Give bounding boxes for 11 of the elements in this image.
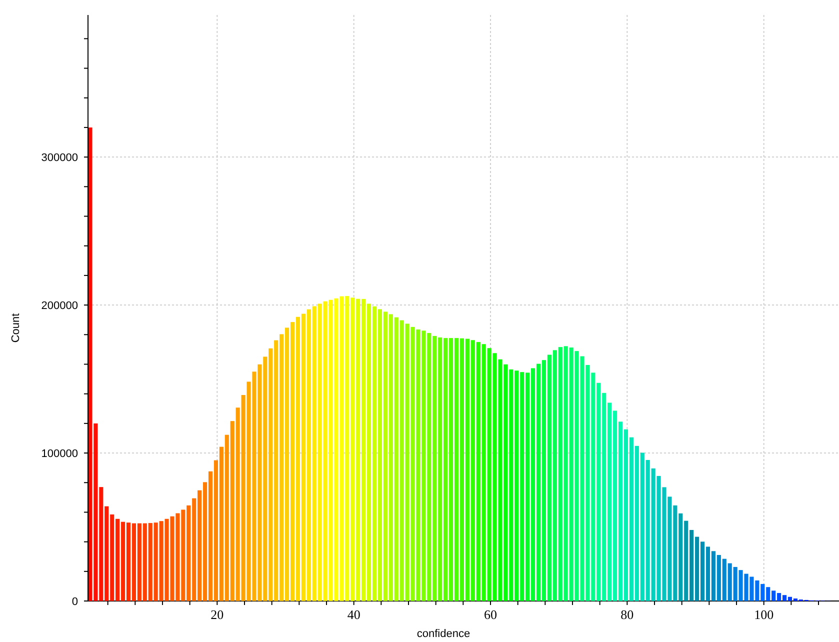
x-tick-label: 80 [620, 607, 634, 622]
y-tick-label: 0 [72, 596, 78, 608]
x-tick-label: 40 [347, 607, 360, 622]
x-tick-label: 100 [754, 607, 774, 622]
y-tick-label: 200000 [41, 300, 78, 312]
x-tick-label: 20 [210, 607, 224, 622]
x-axis-title: confidence [416, 628, 470, 640]
y-tick-label: 300000 [41, 152, 78, 164]
y-tick-label: 100000 [41, 448, 78, 460]
x-tick-label: 60 [484, 607, 497, 622]
y-axis-title: Count [10, 313, 22, 343]
